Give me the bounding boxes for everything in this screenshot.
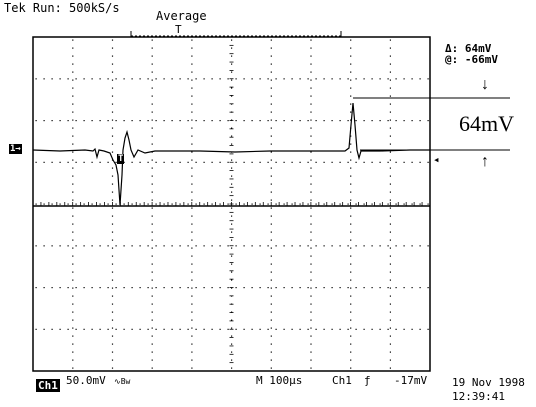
channel1-ground-marker: 1→ — [9, 144, 22, 154]
trigger-level-icon: ◂ — [433, 153, 440, 166]
waveform-trace — [32, 102, 430, 206]
at-readout: @: -66mV — [445, 53, 498, 66]
acquisition-mode: Average — [156, 9, 207, 23]
timebase-readout: M 100µs — [256, 374, 303, 387]
trigger-slope-icon: ƒ — [364, 374, 371, 387]
trigger-level-readout: -17mV — [394, 374, 428, 387]
trigger-point-marker: T — [117, 154, 125, 164]
acquisition-status: Tek Run: 500kS/s — [4, 1, 120, 15]
channel-label: Ch1 — [36, 379, 60, 392]
volts-per-div: 50.0mV — [66, 374, 106, 387]
coupling-icon: ∿Bw — [114, 377, 131, 386]
graticule-grid — [32, 36, 431, 369]
time-readout: 12:39:41 — [452, 390, 505, 403]
arrow-up-icon: ↑ — [481, 153, 489, 170]
amplitude-label: 64mV — [459, 111, 514, 136]
record-window-bracket — [130, 31, 342, 37]
date-readout: 19 Nov 1998 — [452, 376, 525, 389]
trigger-position-marker: T — [175, 23, 182, 36]
delta-readout: Δ: 64mV — [445, 42, 492, 55]
trigger-source: Ch1 — [332, 374, 352, 387]
footer-bar: Ch1 — [36, 374, 60, 393]
arrow-down-icon: ↓ — [481, 76, 489, 93]
